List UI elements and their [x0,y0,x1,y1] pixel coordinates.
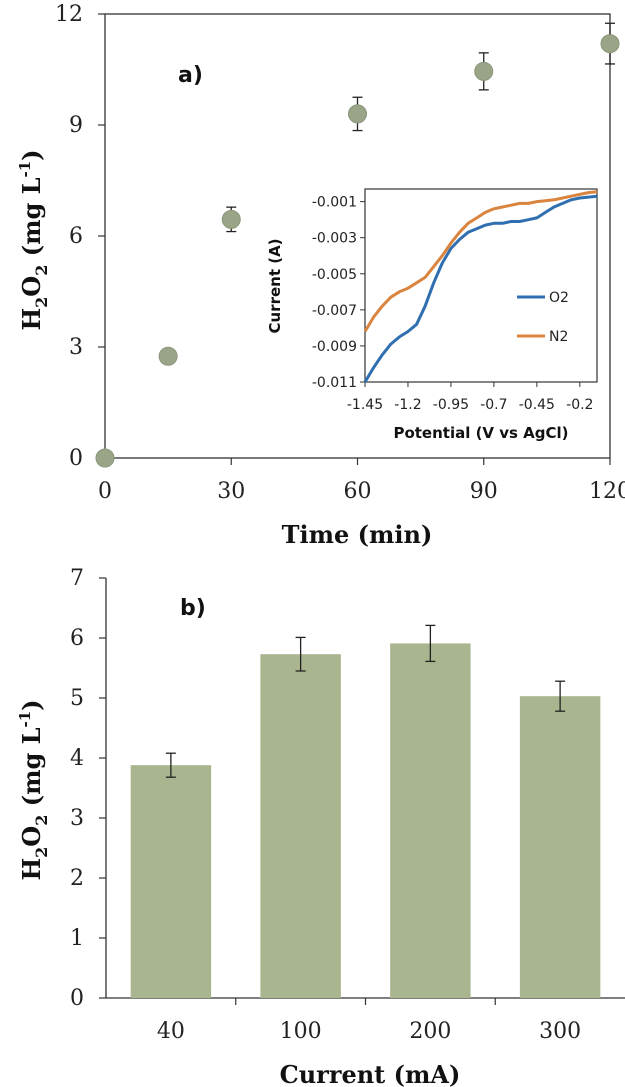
bars-b: 40 100 200 300 [130,624,601,1044]
panel-a-label: a) [178,63,203,88]
y-tick-label-inset: -0.011 [312,375,357,391]
x-tick-label-a: 0 [98,479,112,504]
scatter-points-a [95,22,620,468]
bar-100 [260,654,341,998]
legend-label-n2: N2 [549,329,568,345]
y-ticks-b: 0 1 2 3 4 5 6 7 [70,566,106,1011]
y-axis-label-b: H2O2 (mg L-1) [16,699,51,880]
y-ticks-inset: -0.001 -0.003 -0.005 -0.007 -0.009 -0.011 [312,195,365,391]
x-tick-label-inset: -0.95 [433,397,469,413]
inset-chart: -0.001 -0.003 -0.005 -0.007 -0.009 -0.011 -1.… [266,188,598,442]
x-axis-label-a: Time (min) [282,520,433,549]
y-tick-label-a: 6 [69,224,83,249]
y-tick-label-a: 9 [69,113,83,138]
data-point-a [348,104,367,124]
x-tick-label-b: 300 [539,1019,581,1044]
y-tick-label-b: 3 [70,806,84,831]
x-tick-label-inset: -0.7 [480,397,507,413]
x-axis-label-b: Current (mA) [280,1060,461,1087]
y-tick-label-a: 12 [55,2,83,27]
x-tick-label-a: 90 [470,479,498,504]
y-tick-label-inset: -0.003 [312,231,357,247]
y-tick-label-b: 7 [70,566,84,591]
x-tick-label-a: 60 [344,479,372,504]
inset-lines [363,190,598,383]
x-tick-label-inset: -0.2 [566,397,593,413]
panel-b: b) 0 1 2 3 4 5 6 7 40 100 200 300 Current (mA) H2O… [16,566,625,1087]
x-tick-label-b: 100 [280,1019,322,1044]
x-ticks-a: 0 30 60 90 120 [98,458,625,504]
data-point-a [158,346,178,366]
inset-legend: O2 N2 [517,290,569,345]
panel-a: a) 0 3 6 9 12 0 30 60 90 120 Time (min) H2O2 (mg… [16,2,625,549]
bar-200 [390,643,471,998]
y-tick-label-inset: -0.005 [312,267,357,283]
y-axis-label-inset: Current (A) [266,238,284,333]
y-ticks-a: 0 3 6 9 12 [55,2,105,471]
y-tick-label-b: 1 [70,926,84,951]
o2-line [363,194,598,383]
x-tick-label-inset: -0.45 [519,397,555,413]
y-tick-label-b: 6 [70,626,84,651]
y-tick-label-inset: -0.001 [312,195,357,211]
x-tick-label-inset: -1.2 [394,397,421,413]
x-tick-label-b: 40 [157,1019,185,1044]
y-tick-label-a: 3 [69,335,83,360]
x-tick-label-inset: -1.45 [347,397,383,413]
y-tick-label-b: 5 [70,686,84,711]
x-tick-label-a: 120 [589,479,625,504]
bar-300 [519,696,601,998]
y-tick-label-a: 0 [69,446,83,471]
inset-background [364,188,598,383]
x-tick-label-a: 30 [217,479,245,504]
x-tick-label-b: 200 [409,1019,451,1044]
legend-label-o2: O2 [549,290,569,306]
data-point-a [221,209,241,229]
x-ticks-inset: -1.45 -1.2 -0.95 -0.7 -0.45 -0.2 [347,382,593,413]
y-axis-label-a: H2O2 (mg L-1) [16,149,51,330]
data-point-a [95,448,115,468]
data-point-a [600,34,620,54]
panel-b-label: b) [180,596,206,621]
n2-line [363,190,598,333]
x-axis-label-inset: Potential (V vs AgCl) [393,424,568,442]
y-tick-label-b: 2 [70,866,84,891]
y-tick-label-inset: -0.009 [312,339,357,355]
y-tick-label-b: 0 [70,986,84,1011]
bar-40 [130,765,212,998]
y-tick-label-inset: -0.007 [312,303,357,319]
y-tick-label-b: 4 [70,746,84,771]
data-point-a [474,61,494,81]
